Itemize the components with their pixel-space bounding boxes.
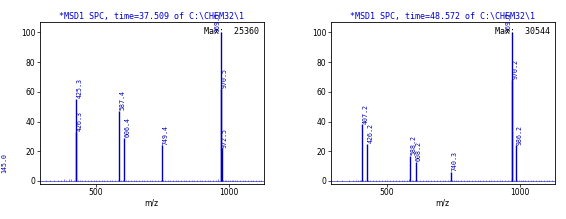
Title: *MSD1 SPC, time=37.509 of C:\CHEM32\1: *MSD1 SPC, time=37.509 of C:\CHEM32\1 bbox=[59, 12, 244, 21]
X-axis label: m/z: m/z bbox=[436, 198, 450, 208]
Text: 740.3: 740.3 bbox=[451, 151, 457, 171]
Text: 426.3: 426.3 bbox=[76, 111, 83, 131]
Title: *MSD1 SPC, time=48.572 of C:\CHEM32\1: *MSD1 SPC, time=48.572 of C:\CHEM32\1 bbox=[350, 12, 535, 21]
Text: 969.2: 969.2 bbox=[505, 12, 511, 32]
Text: 608.2: 608.2 bbox=[416, 141, 422, 161]
Text: 426.2: 426.2 bbox=[367, 123, 374, 143]
Text: 407.2: 407.2 bbox=[362, 104, 368, 124]
Text: Max:  25360: Max: 25360 bbox=[204, 27, 259, 36]
Text: 588.2: 588.2 bbox=[411, 135, 417, 155]
Text: 972.5: 972.5 bbox=[222, 127, 228, 148]
X-axis label: m/z: m/z bbox=[144, 198, 158, 208]
Text: 749.4: 749.4 bbox=[162, 125, 169, 145]
Text: Max:  30544: Max: 30544 bbox=[495, 27, 550, 36]
Text: 145.0: 145.0 bbox=[2, 153, 7, 173]
Text: 970.5: 970.5 bbox=[221, 68, 228, 88]
Text: 986.2: 986.2 bbox=[517, 125, 523, 145]
Text: 970.2: 970.2 bbox=[513, 59, 518, 79]
Text: 425.3: 425.3 bbox=[76, 78, 82, 99]
Text: 587.4: 587.4 bbox=[119, 90, 126, 110]
Text: 969.5: 969.5 bbox=[215, 12, 220, 32]
Text: 606.4: 606.4 bbox=[125, 117, 131, 137]
